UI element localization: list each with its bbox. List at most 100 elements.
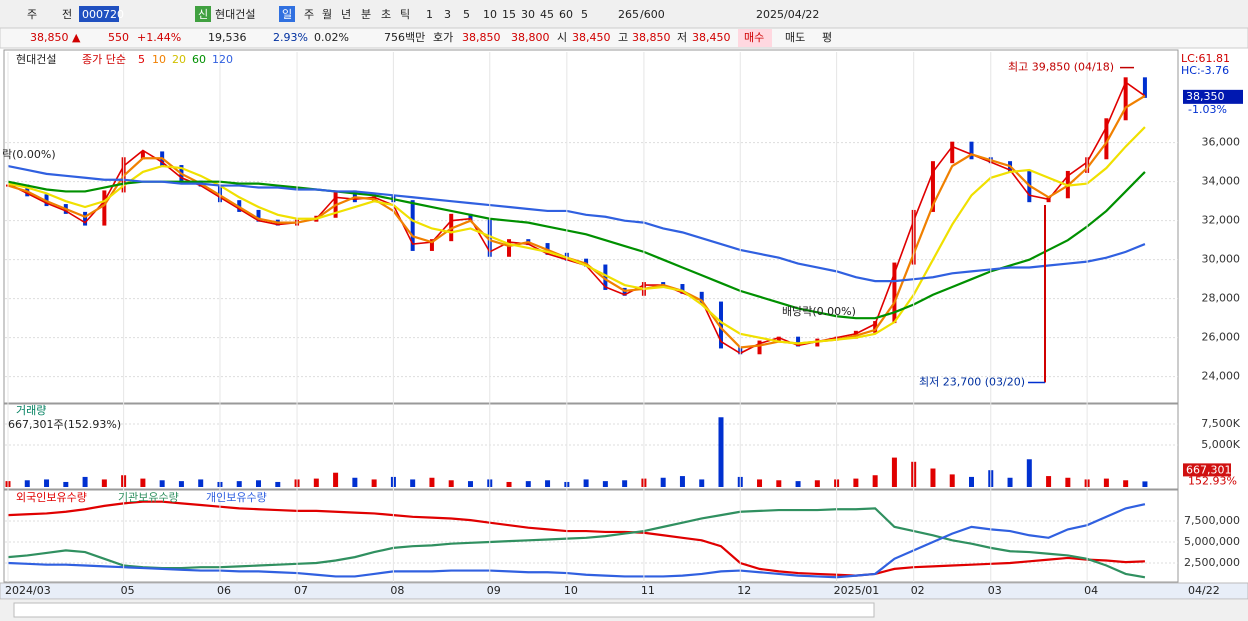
info-item: 38,450 bbox=[692, 31, 731, 44]
volume-bar bbox=[63, 481, 69, 487]
volume-bar bbox=[545, 480, 551, 487]
candle bbox=[892, 262, 897, 324]
buy-button-bg[interactable] bbox=[738, 29, 772, 47]
chart-title: 현대건설 bbox=[16, 53, 56, 66]
toolbar-button[interactable]: 1 bbox=[426, 8, 433, 21]
series-line bbox=[7, 507, 1146, 579]
toolbar-button[interactable]: 분 bbox=[361, 8, 371, 21]
volume-bar bbox=[1123, 480, 1129, 487]
panel-title: 거래량 bbox=[16, 404, 46, 417]
y-tick-label: 7,500K bbox=[1201, 417, 1240, 430]
toolbar-button[interactable]: 30 bbox=[521, 8, 535, 21]
series-line bbox=[7, 126, 1146, 345]
candle bbox=[930, 161, 935, 212]
toolbar-button[interactable]: 초 bbox=[381, 8, 391, 21]
hc-label: HC:-3.76 bbox=[1181, 64, 1229, 77]
toolbar-button[interactable]: 신 bbox=[198, 8, 208, 21]
volume-bar bbox=[429, 477, 435, 487]
candle bbox=[256, 209, 261, 222]
low-label: 최저 23,700 (03/20) bbox=[919, 376, 1025, 389]
info-item: 호가 bbox=[433, 31, 453, 44]
info-item: +1.44% bbox=[137, 31, 181, 44]
volume-bar bbox=[853, 478, 859, 487]
candle bbox=[1142, 77, 1147, 98]
toolbar-button[interactable]: 전 bbox=[62, 8, 72, 21]
toolbar-button[interactable]: 15 bbox=[502, 8, 516, 21]
legend-entry: 60 bbox=[192, 53, 206, 66]
candle bbox=[699, 291, 704, 304]
candle bbox=[680, 284, 685, 294]
volume-bar bbox=[814, 480, 820, 487]
toolbar-button[interactable]: 일 bbox=[282, 7, 292, 21]
scroll-track[interactable] bbox=[13, 602, 875, 618]
candle bbox=[468, 213, 473, 222]
volume-bar bbox=[660, 477, 666, 487]
toolbar-button[interactable]: 현대건설 bbox=[215, 8, 255, 21]
y-tick-label: 30,000 bbox=[1202, 253, 1241, 266]
toolbar-highlight[interactable] bbox=[79, 6, 119, 22]
y-tick-label: 32,000 bbox=[1202, 214, 1241, 227]
toolbar-button[interactable]: 주 bbox=[27, 8, 37, 21]
toolbar-button[interactable]: 년 bbox=[341, 8, 351, 21]
legend-entry: 개인보유수량 bbox=[206, 491, 267, 504]
x-tick-label: 2024/03 bbox=[5, 584, 51, 597]
toolbar-button[interactable]: 5 bbox=[463, 8, 470, 21]
y-tick-label: 2,500,000 bbox=[1184, 556, 1240, 569]
toolbar-button[interactable]: 60 bbox=[559, 8, 573, 21]
x-tick-label: 06 bbox=[217, 584, 231, 597]
volume-bar bbox=[969, 476, 974, 487]
toolbar-button[interactable]: 265 bbox=[618, 8, 639, 21]
volume-bar bbox=[313, 478, 319, 487]
last-volume-label: 667,301 bbox=[1186, 463, 1232, 476]
info-item[interactable]: 평 bbox=[822, 31, 832, 44]
toolbar-button[interactable]: 월 bbox=[322, 8, 332, 21]
toolbar-button[interactable]: 3 bbox=[444, 8, 451, 21]
info-item[interactable]: 매수 bbox=[744, 31, 764, 44]
candle bbox=[410, 200, 415, 251]
x-tick-label: 03 bbox=[988, 584, 1002, 597]
x-axis-bar bbox=[0, 582, 1248, 600]
volume-bar bbox=[256, 480, 262, 487]
volume-bar bbox=[82, 476, 88, 487]
y-tick-label: 28,000 bbox=[1202, 292, 1241, 305]
series-line bbox=[7, 164, 1146, 283]
candle bbox=[102, 190, 107, 226]
volume-bar bbox=[602, 481, 608, 487]
toolbar-button[interactable]: 10 bbox=[483, 8, 497, 21]
volume-bar bbox=[872, 475, 878, 487]
note: 배당락(0.00%) bbox=[782, 305, 856, 318]
lc-label: LC:61.81 bbox=[1181, 52, 1230, 65]
toolbar-highlight[interactable] bbox=[279, 6, 295, 22]
info-item[interactable]: 매도 bbox=[785, 31, 805, 44]
x-tick-label: 11 bbox=[641, 584, 655, 597]
legend-entry: 20 bbox=[172, 53, 186, 66]
toolbar-button[interactable]: 2025/04/22 bbox=[756, 8, 819, 21]
series-line bbox=[7, 500, 1145, 577]
volume-bar bbox=[44, 479, 50, 487]
x-tick-label: 2025/01 bbox=[834, 584, 880, 597]
toolbar-highlight[interactable] bbox=[195, 6, 211, 22]
x-end-label: 04/22 bbox=[1188, 584, 1220, 597]
volume-bar bbox=[140, 478, 146, 487]
volume-bar bbox=[757, 479, 763, 487]
volume-bar bbox=[333, 472, 339, 487]
series-line bbox=[7, 503, 1146, 579]
toolbar-button[interactable]: 주 bbox=[304, 8, 314, 21]
volume-bar bbox=[198, 479, 204, 487]
info-item: 0.02% bbox=[314, 31, 349, 44]
toolbar-button[interactable]: 000720 bbox=[82, 8, 124, 21]
note: 락(0.00%) bbox=[2, 148, 56, 161]
volume-bar bbox=[275, 481, 281, 487]
toolbar-button[interactable]: 5 bbox=[581, 8, 588, 21]
volume-bar bbox=[699, 479, 705, 487]
info-item: 고 bbox=[618, 31, 628, 44]
info-item: 38,850 bbox=[632, 31, 671, 44]
toolbar-button[interactable]: 45 bbox=[540, 8, 554, 21]
volume-bar bbox=[448, 480, 454, 487]
legend-entry: 기관보유수량 bbox=[118, 491, 179, 504]
toolbar-button[interactable]: /600 bbox=[640, 8, 665, 21]
last-price-box bbox=[1183, 89, 1243, 104]
toolbar-button[interactable]: 틱 bbox=[400, 8, 410, 21]
y-tick-label: 34,000 bbox=[1202, 175, 1241, 188]
